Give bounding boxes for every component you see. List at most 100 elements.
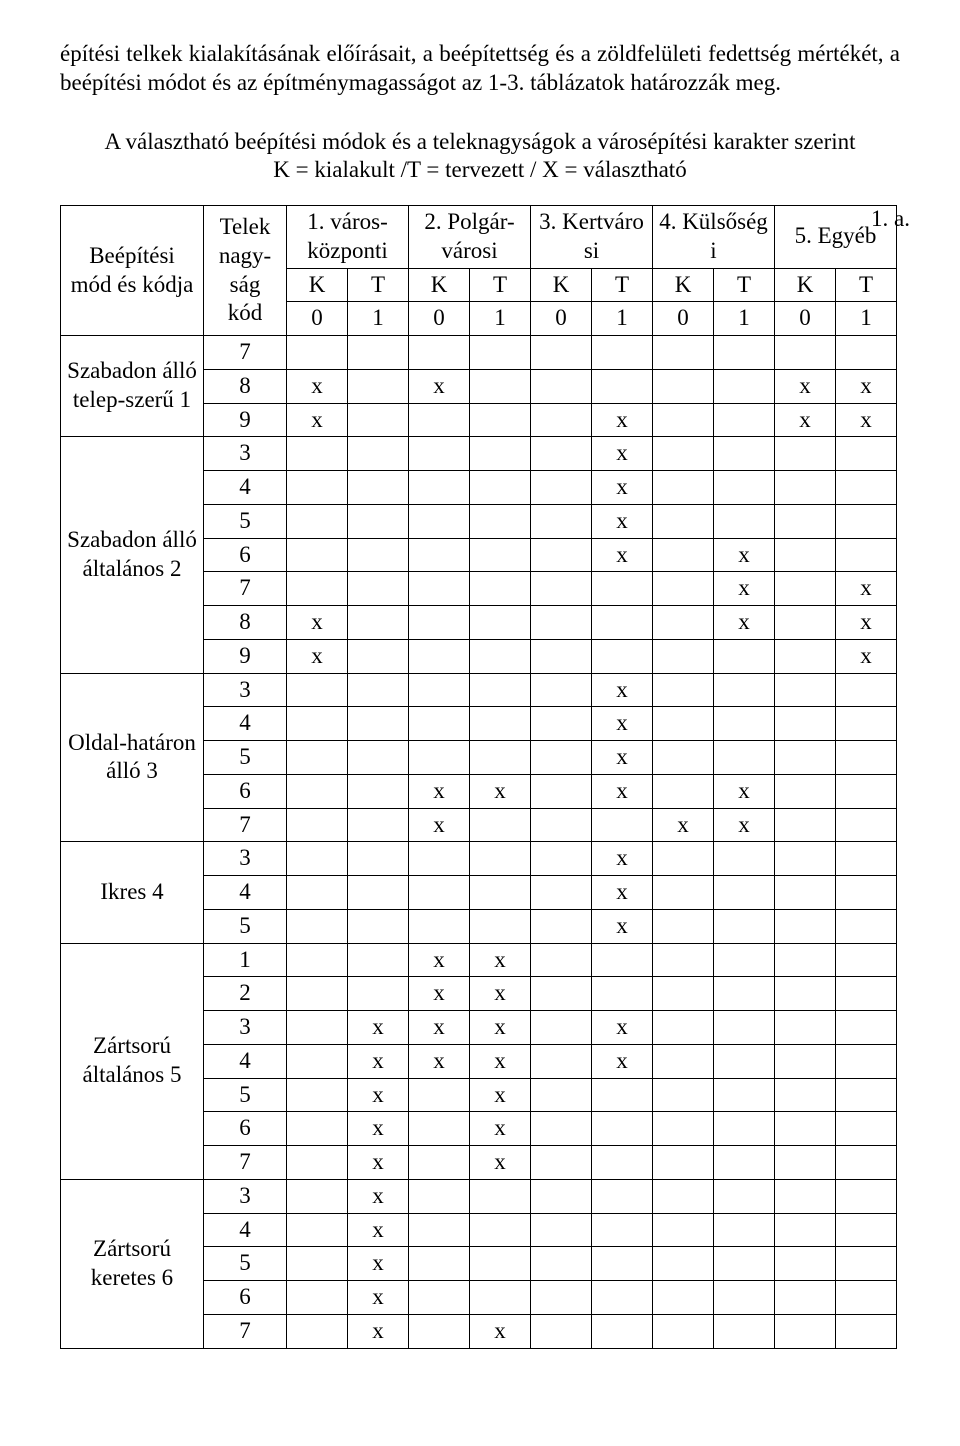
data-cell <box>653 369 714 403</box>
data-cell <box>531 842 592 876</box>
kod-cell: 3 <box>204 437 287 471</box>
data-cell: x <box>714 774 775 808</box>
header-T-5: T <box>836 268 897 302</box>
data-cell <box>653 336 714 370</box>
data-cell <box>348 943 409 977</box>
data-cell <box>592 1179 653 1213</box>
data-cell <box>409 707 470 741</box>
kod-cell: 6 <box>204 538 287 572</box>
build-mode-table: Beépítési mód és kódjaTelek nagy-ság kód… <box>60 205 897 1349</box>
data-cell <box>531 1247 592 1281</box>
data-cell <box>409 1213 470 1247</box>
data-cell: x <box>348 1112 409 1146</box>
data-cell <box>714 1281 775 1315</box>
data-cell <box>592 1213 653 1247</box>
data-cell <box>714 403 775 437</box>
table-row: Zártsorú keretes 63x <box>61 1179 897 1213</box>
data-cell <box>836 471 897 505</box>
data-cell: x <box>714 606 775 640</box>
data-cell <box>653 1112 714 1146</box>
data-cell <box>653 1213 714 1247</box>
data-cell <box>714 1044 775 1078</box>
data-cell <box>348 639 409 673</box>
data-cell <box>653 538 714 572</box>
data-cell: x <box>409 774 470 808</box>
data-cell: x <box>348 1044 409 1078</box>
data-cell <box>775 741 836 775</box>
data-cell <box>348 437 409 471</box>
data-cell <box>348 909 409 943</box>
data-cell <box>531 538 592 572</box>
table-row: Ikres 43x <box>61 842 897 876</box>
data-cell <box>287 876 348 910</box>
data-cell: x <box>592 707 653 741</box>
data-cell: x <box>592 1011 653 1045</box>
group-label-5: Zártsorú általános 5 <box>61 943 204 1179</box>
data-cell <box>775 1011 836 1045</box>
data-cell: x <box>775 369 836 403</box>
data-cell <box>409 606 470 640</box>
data-cell <box>470 909 531 943</box>
header-col-3: 3. Kertváro si <box>531 206 653 269</box>
data-cell <box>409 1112 470 1146</box>
data-cell <box>836 977 897 1011</box>
data-cell <box>775 504 836 538</box>
kod-cell: 6 <box>204 1281 287 1315</box>
data-cell <box>409 1179 470 1213</box>
data-cell <box>287 741 348 775</box>
data-cell <box>348 336 409 370</box>
data-cell <box>714 639 775 673</box>
data-cell <box>775 336 836 370</box>
data-cell <box>531 1044 592 1078</box>
table-heading: A választható beépítési módok és a telek… <box>60 128 900 186</box>
data-cell <box>287 1281 348 1315</box>
data-cell <box>775 1179 836 1213</box>
header-mode: Beépítési mód és kódja <box>61 206 204 336</box>
kod-cell: 8 <box>204 606 287 640</box>
data-cell: x <box>470 774 531 808</box>
data-cell: x <box>409 1011 470 1045</box>
header-telek: Telek nagy-ság kód <box>204 206 287 336</box>
data-cell <box>287 336 348 370</box>
data-cell <box>775 437 836 471</box>
header-1-2: 1 <box>470 302 531 336</box>
data-cell <box>531 1146 592 1180</box>
heading-line-2: K = kialakult /T = tervezett / X = válas… <box>60 156 900 185</box>
data-cell <box>653 1011 714 1045</box>
kod-cell: 9 <box>204 403 287 437</box>
data-cell <box>470 538 531 572</box>
data-cell <box>714 504 775 538</box>
data-cell <box>592 606 653 640</box>
kod-cell: 3 <box>204 842 287 876</box>
data-cell <box>653 437 714 471</box>
data-cell <box>836 336 897 370</box>
data-cell: x <box>592 471 653 505</box>
data-cell: x <box>287 639 348 673</box>
data-cell <box>287 1112 348 1146</box>
data-cell <box>470 639 531 673</box>
data-cell <box>775 471 836 505</box>
data-cell <box>287 1247 348 1281</box>
data-cell <box>409 471 470 505</box>
data-cell <box>409 842 470 876</box>
header-1-4: 1 <box>714 302 775 336</box>
data-cell <box>836 1078 897 1112</box>
data-cell <box>775 1146 836 1180</box>
data-cell <box>653 1281 714 1315</box>
data-cell <box>775 842 836 876</box>
data-cell <box>409 876 470 910</box>
data-cell: x <box>409 808 470 842</box>
data-cell <box>409 403 470 437</box>
data-cell <box>714 336 775 370</box>
data-cell: x <box>592 741 653 775</box>
data-cell <box>531 808 592 842</box>
data-cell <box>653 909 714 943</box>
header-K-3: K <box>531 268 592 302</box>
data-cell: x <box>836 369 897 403</box>
data-cell: x <box>592 842 653 876</box>
data-cell <box>531 876 592 910</box>
data-cell <box>714 1314 775 1348</box>
data-cell <box>531 1179 592 1213</box>
data-cell <box>836 707 897 741</box>
data-cell: x <box>714 572 775 606</box>
